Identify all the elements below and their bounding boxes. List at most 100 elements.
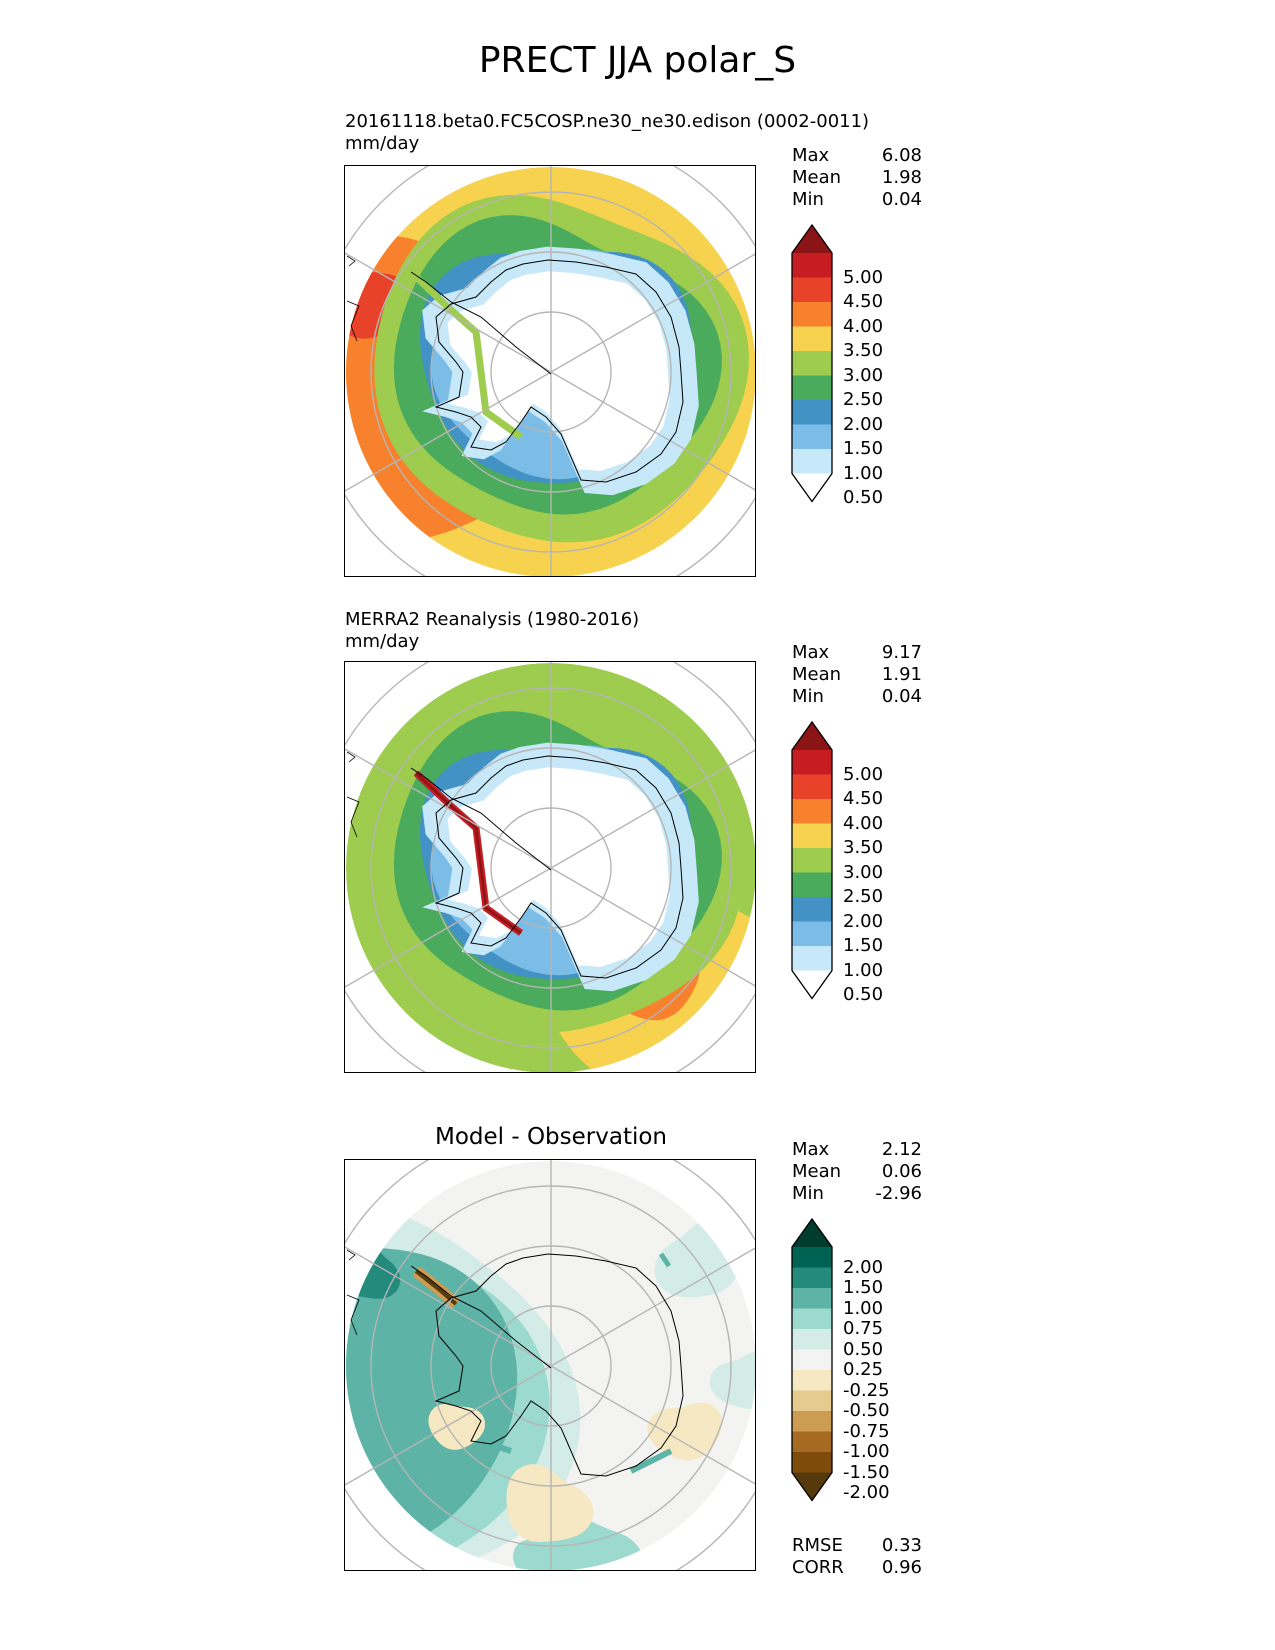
colorbar-tick-label: 2.00: [843, 413, 884, 435]
colorbar-tick-label: 0.50: [843, 984, 884, 1005]
panel-1-colorbar: [790, 223, 835, 504]
colorbar-tick-label: -0.75: [843, 1420, 890, 1442]
stat-value: 1.91: [881, 664, 922, 685]
colorbar-cell: [792, 946, 832, 971]
colorbar-cell: [792, 750, 832, 775]
panel-1-title: 20161118.beta0.FC5COSP.ne30_ne30.edison …: [345, 111, 869, 155]
coastline: [346, 1249, 684, 1477]
panel-3-stat-mean: Mean 0.06: [792, 1161, 922, 1183]
stat-label: Min: [792, 686, 824, 707]
colorbar-cell: [792, 1472, 832, 1501]
diff-band: [428, 1404, 485, 1450]
coastline: [346, 751, 684, 979]
panel-1-stats: Max 6.08 Mean 1.98 Min 0.04: [792, 145, 922, 211]
graticule: [345, 1160, 755, 1570]
colorbar-tick-label: 5.00: [843, 266, 884, 288]
colorbar-tick-label: 3.00: [843, 364, 884, 386]
panel-3-colorbar: [790, 1217, 835, 1503]
diff-band: [709, 1351, 755, 1409]
colorbar-cell: [792, 473, 832, 502]
colorbar-tick-label: -0.25: [843, 1379, 890, 1401]
colorbar-cell: [792, 424, 832, 449]
colorbar-cell: [792, 823, 832, 848]
colorbar-tick-label: 0.75: [843, 1318, 884, 1339]
stat-label: Max: [792, 1139, 830, 1160]
colorbar-tick-label: 0.50: [843, 1338, 884, 1360]
stat-label: Max: [792, 145, 830, 166]
stat-label: Min: [792, 189, 824, 210]
panel-2-title-text: MERRA2 Reanalysis (1980-2016): [345, 609, 640, 630]
colorbar-cell: [792, 1219, 832, 1247]
metric-value: 0.96: [881, 1557, 922, 1578]
colorbar-cell: [792, 277, 832, 302]
colorbar-tick-label: 2.50: [843, 886, 884, 907]
diff-band: [480, 1438, 512, 1454]
colorbar-tick-label: -2.00: [843, 1482, 890, 1503]
diff-band: [629, 1448, 673, 1474]
stat-value: 0.04: [881, 686, 922, 707]
graticule: [345, 662, 755, 1072]
colorbar-cell: [792, 253, 832, 278]
panel-1-title-text: 20161118.beta0.FC5COSP.ne30_ne30.edison …: [345, 111, 870, 132]
panel-1-map: [344, 165, 756, 577]
colorbar-tick-label: 4.50: [843, 291, 884, 312]
precip-band: [415, 772, 522, 935]
panel-2-units: mm/day: [345, 631, 420, 652]
colorbar-tick-label: 0.25: [843, 1359, 884, 1380]
stat-label: Mean: [792, 664, 842, 685]
panel-2-stats: Max 9.17 Mean 1.91 Min 0.04: [792, 642, 922, 708]
panel-3-stat-min: Min -2.96: [792, 1183, 922, 1205]
colorbar-cell: [792, 799, 832, 824]
colorbar-cell: [792, 897, 832, 922]
colorbar-tick-label: 3.00: [843, 861, 884, 883]
colorbar-cell: [792, 1431, 832, 1452]
colorbar-tick-label: 4.50: [843, 788, 884, 809]
panel-1-stat-min: Min 0.04: [792, 189, 922, 211]
panel-1-stat-max: Max 6.08: [792, 145, 922, 167]
panel-1-stat-mean: Mean 1.98: [792, 167, 922, 189]
colorbar-cell: [792, 449, 832, 474]
colorbar-cell: [792, 722, 832, 750]
colorbar-tick-label: 1.50: [843, 438, 884, 459]
colorbar-cell: [792, 970, 832, 999]
metric-label: CORR: [792, 1557, 844, 1578]
colorbar-cell: [792, 375, 832, 400]
colorbar-tick-label: 4.00: [843, 812, 884, 834]
colorbar-tick-label: -0.50: [843, 1400, 890, 1421]
coastline: [346, 255, 684, 483]
metric-label: RMSE: [792, 1535, 843, 1556]
colorbar-cell: [792, 921, 832, 946]
colorbar-cell: [792, 848, 832, 873]
precip-band: [413, 274, 524, 440]
stat-value: 1.98: [881, 167, 922, 188]
stat-label: Max: [792, 642, 830, 663]
colorbar-tick-label: 1.50: [843, 1277, 884, 1298]
colorbar-tick-label: 4.00: [843, 315, 884, 337]
colorbar-cell: [792, 302, 832, 327]
colorbar-tick-label: 3.50: [843, 837, 884, 858]
colorbar-cell: [792, 351, 832, 376]
colorbar-tick-label: 0.50: [843, 487, 884, 508]
colorbar-tick-label: 3.50: [843, 340, 884, 361]
colorbar-cell: [792, 872, 832, 897]
colorbar-cell: [792, 400, 832, 425]
panel-3-rmse: RMSE 0.33: [792, 1535, 922, 1557]
diff-band: [647, 1402, 723, 1461]
colorbar-cell: [792, 326, 832, 351]
precip-field: [346, 167, 755, 576]
diff-band: [658, 1252, 672, 1268]
panel-2-stat-min: Min 0.04: [792, 686, 922, 708]
stat-value: -2.96: [875, 1183, 922, 1204]
colorbar-cell: [792, 1452, 832, 1473]
colorbar-tick-label: 2.00: [843, 910, 884, 932]
colorbar-cell: [792, 225, 832, 253]
panel-2-stat-mean: Mean 1.91: [792, 664, 922, 686]
panel-3-stat-max: Max 2.12: [792, 1139, 922, 1161]
diff-band: [543, 1517, 644, 1570]
colorbar-cell: [792, 774, 832, 799]
colorbar-tick-label: 1.50: [843, 935, 884, 956]
panel-2-map: [344, 661, 756, 1073]
colorbar-cell: [792, 1247, 832, 1268]
panel-2-stat-max: Max 9.17: [792, 642, 922, 664]
colorbar-cell: [792, 1267, 832, 1288]
